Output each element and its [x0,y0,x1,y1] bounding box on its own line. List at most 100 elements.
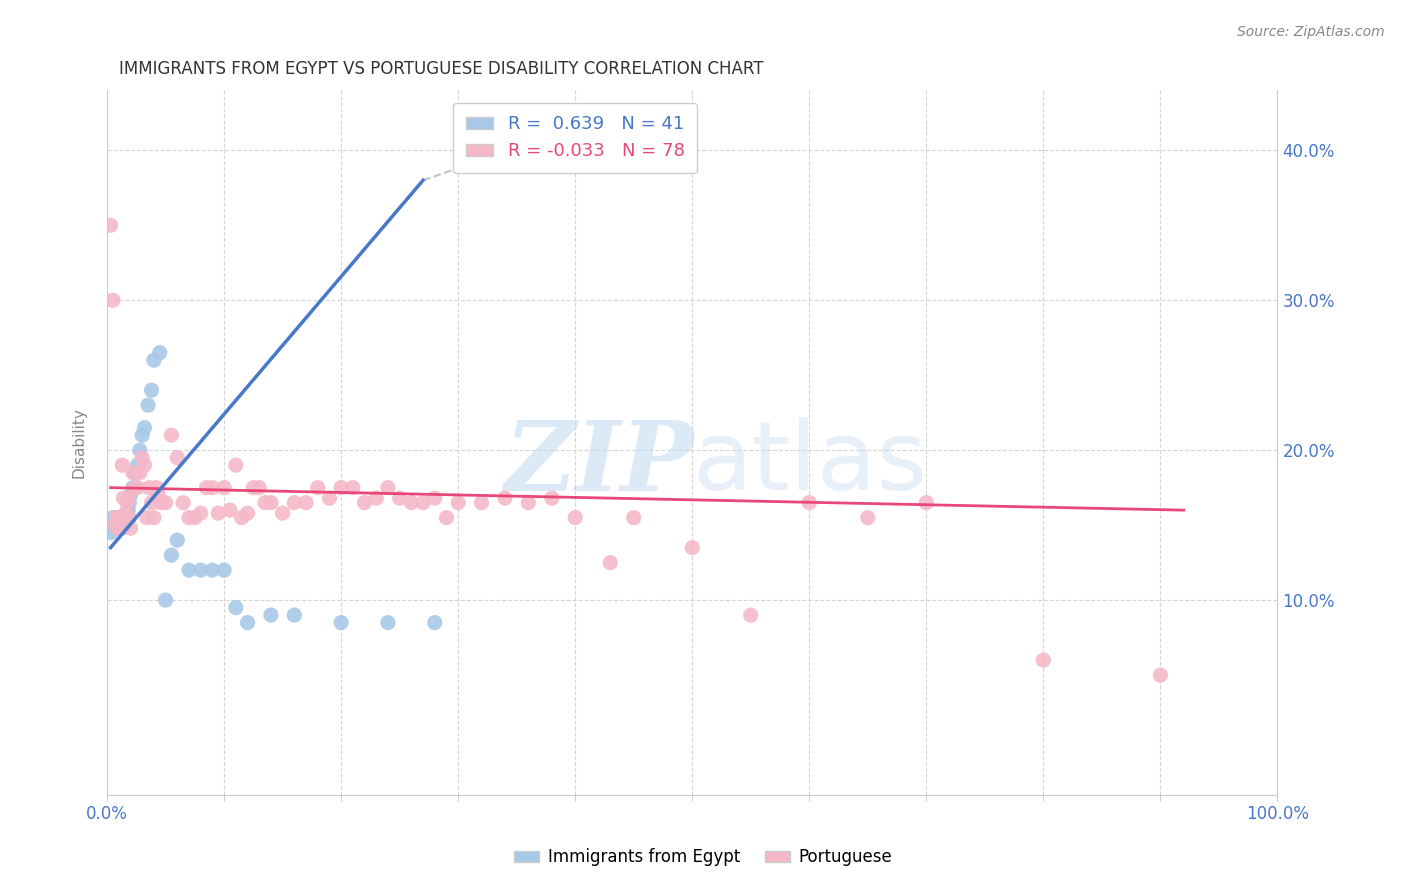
Point [225,600,247,615]
Point [128,466,150,480]
Point [114,518,136,533]
Point [149,345,172,359]
Point [330,615,353,630]
Point [100,525,122,540]
Point [207,506,229,520]
Point [540,491,562,505]
Point [740,608,762,623]
Point [283,608,305,623]
Point [330,481,353,495]
Point [260,496,283,510]
Point [117,503,139,517]
Point [366,491,388,505]
Legend: R =  0.639   N = 41, R = -0.033   N = 78: R = 0.639 N = 41, R = -0.033 N = 78 [453,103,697,173]
Point [423,491,446,505]
Point [423,615,446,630]
Point [517,496,540,510]
Point [172,496,194,510]
Point [160,548,183,562]
Point [108,510,131,524]
Point [377,615,399,630]
Point [112,491,135,505]
Point [110,518,132,533]
Point [166,450,188,465]
Point [120,488,142,502]
Point [115,496,138,510]
Point [124,481,146,495]
Text: IMMIGRANTS FROM EGYPT VS PORTUGUESE DISABILITY CORRELATION CHART: IMMIGRANTS FROM EGYPT VS PORTUGUESE DISA… [118,60,763,78]
Point [155,496,177,510]
Point [436,510,458,524]
Point [105,510,128,524]
Point [121,466,143,480]
Point [201,563,224,577]
Y-axis label: Disability: Disability [72,408,86,478]
Point [118,510,141,524]
Point [494,491,516,505]
Point [111,458,134,472]
Point [118,496,141,510]
Point [107,521,129,535]
Point [564,510,586,524]
Text: atlas: atlas [692,417,927,510]
Point [135,510,157,524]
Point [236,506,259,520]
Point [141,383,163,397]
Point [412,496,434,510]
Point [110,521,132,535]
Point [134,458,156,472]
Point [134,420,156,434]
Point [117,491,139,505]
Point [115,506,138,520]
Point [107,515,129,529]
Point [177,563,200,577]
Point [254,496,277,510]
Point [856,510,879,524]
Point [447,496,470,510]
Point [155,593,177,607]
Point [128,443,150,458]
Legend: Immigrants from Egypt, Portuguese: Immigrants from Egypt, Portuguese [508,842,898,873]
Point [103,518,125,533]
Point [212,563,235,577]
Point [145,481,167,495]
Point [342,481,364,495]
Point [108,518,131,533]
Point [388,491,411,505]
Point [471,496,494,510]
Point [799,496,821,510]
Point [127,458,149,472]
Point [283,496,305,510]
Point [111,521,134,535]
Point [149,496,172,510]
Point [160,428,183,442]
Point [212,481,235,495]
Point [231,510,253,524]
Point [142,353,165,368]
Point [101,510,124,524]
Point [141,496,163,510]
Point [195,481,218,495]
Point [184,510,207,524]
Point [107,510,129,524]
Point [1149,668,1171,682]
Point [236,615,259,630]
Point [915,496,938,510]
Point [105,510,128,524]
Point [131,428,153,442]
Point [377,481,399,495]
Point [100,218,122,232]
Point [114,506,136,520]
Point [681,541,703,555]
Point [307,481,329,495]
Text: ZIP: ZIP [503,417,693,511]
Point [104,521,127,535]
Point [247,481,270,495]
Point [260,608,283,623]
Point [177,510,200,524]
Point [131,450,153,465]
Point [190,506,212,520]
Point [219,503,242,517]
Point [401,496,423,510]
Point [318,491,340,505]
